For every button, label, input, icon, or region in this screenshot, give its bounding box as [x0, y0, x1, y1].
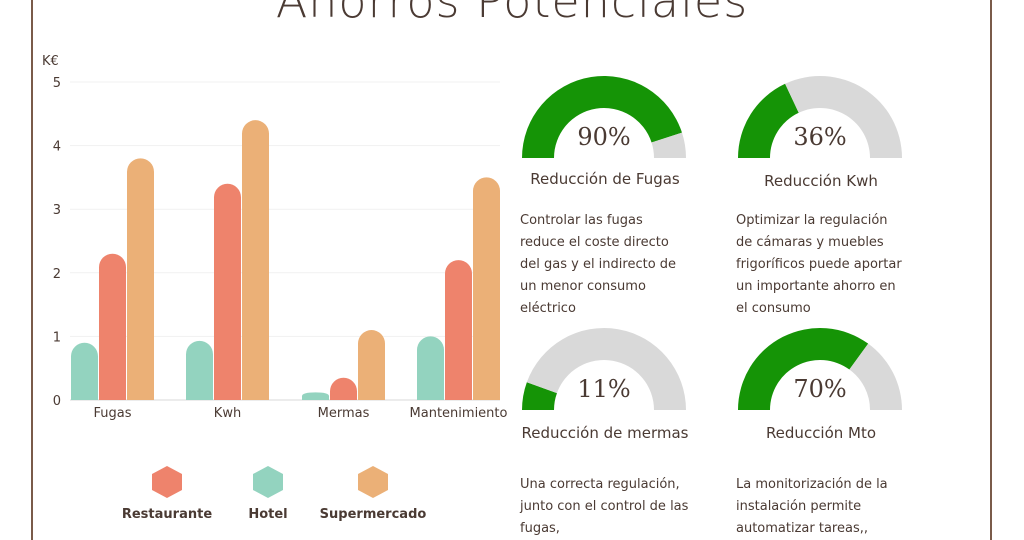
y-tick-label: 0 — [53, 394, 61, 409]
bar-supermercado-fugas — [127, 158, 154, 400]
frame-right-border — [990, 0, 992, 540]
gauge-card-kwh: 36% Reducción Kwh Optimizar la regulació… — [736, 70, 906, 316]
x-tick-label: Mantenimiento — [410, 406, 508, 421]
bar-restaurante-mantenimiento — [445, 260, 472, 400]
bar-hotel-fugas — [71, 342, 98, 400]
bar-supermercado-mantenimiento — [473, 177, 500, 400]
y-tick-label: 1 — [53, 330, 61, 345]
legend-label-supermercado: Supermercado — [319, 507, 427, 522]
gauge-description-kwh: Optimizar la regulación de cámaras y mue… — [736, 213, 902, 316]
page-title: Ahorros Potenciales — [275, 0, 749, 28]
gauge-track-arc — [651, 132, 686, 158]
gauge-kwh: 36% — [738, 76, 902, 158]
x-tick-label: Mermas — [318, 406, 370, 421]
bar-restaurante-kwh — [214, 183, 241, 400]
frame-left-border — [31, 0, 33, 540]
legend-item-hotel: Hotel — [208, 466, 328, 522]
gauge-percent-label: 70% — [793, 375, 846, 403]
legend-swatch-hotel — [253, 466, 283, 498]
legend-swatch-restaurante — [152, 466, 182, 498]
gauge-card-mermas: 11% Reducción de mermas Una correcta reg… — [520, 322, 690, 536]
bar-hotel-kwh — [186, 340, 213, 400]
gauge-description-fugas: Controlar las fugas reduce el coste dire… — [520, 213, 677, 316]
legend-label-hotel: Hotel — [248, 507, 288, 522]
y-tick-label: 4 — [53, 140, 61, 155]
bar-restaurante-fugas — [99, 253, 126, 400]
bar-supermercado-kwh — [242, 120, 269, 400]
gauge-track-arc — [785, 76, 902, 158]
gauge-fill-arc — [522, 76, 682, 158]
bar-hotel-mermas — [302, 392, 329, 400]
gauge-description-mermas: Una correcta regulación, junto con el co… — [520, 477, 689, 536]
gauge-card-fugas: 90% Reducción de Fugas Controlar las fug… — [520, 70, 690, 316]
y-tick-label: 2 — [53, 267, 61, 282]
gauge-title-kwh: Reducción Kwh — [764, 172, 878, 190]
y-tick-label: 3 — [53, 203, 61, 218]
y-tick-label: 5 — [53, 76, 61, 91]
gauge-track-arc — [526, 328, 686, 410]
gauge-percent-label: 90% — [577, 123, 630, 151]
x-tick-label: Fugas — [94, 406, 132, 421]
y-axis-label: K€ — [42, 54, 59, 69]
bar-hotel-mantenimiento — [417, 336, 444, 400]
gauge-fill-arc — [738, 83, 799, 158]
gauge-mermas: 11% — [522, 328, 686, 410]
gauge-card-mto: 70% Reducción Mto La monitorización de l… — [736, 322, 906, 536]
bar-supermercado-mermas — [358, 330, 385, 400]
bar-restaurante-mermas — [330, 377, 357, 400]
bar-chart: 0 1 2 3 4 5 K€ Fugas Kwh Mermas Mantenimiento — [42, 54, 508, 421]
gauge-track-arc — [849, 343, 902, 410]
gauge-fill-arc — [522, 382, 557, 410]
legend-label-restaurante: Restaurante — [121, 507, 213, 522]
gauge-title-mermas: Reducción de mermas — [521, 424, 689, 442]
legend-item-supermercado: Supermercado — [313, 466, 433, 522]
gauge-percent-label: 36% — [793, 123, 846, 151]
gauge-title-mto: Reducción Mto — [765, 424, 877, 442]
gauge-description-mto: La monitorización de la instalación perm… — [736, 477, 888, 536]
legend-swatch-supermercado — [358, 466, 388, 498]
gauge-fill-arc — [738, 328, 869, 410]
gauge-mto: 70% — [738, 328, 902, 410]
gauge-percent-label: 11% — [577, 375, 630, 403]
x-tick-label: Kwh — [214, 406, 241, 421]
gauge-fugas: 90% — [522, 76, 686, 158]
gauge-title-fugas: Reducción de Fugas — [530, 170, 680, 188]
legend-item-restaurante: Restaurante — [107, 466, 227, 522]
